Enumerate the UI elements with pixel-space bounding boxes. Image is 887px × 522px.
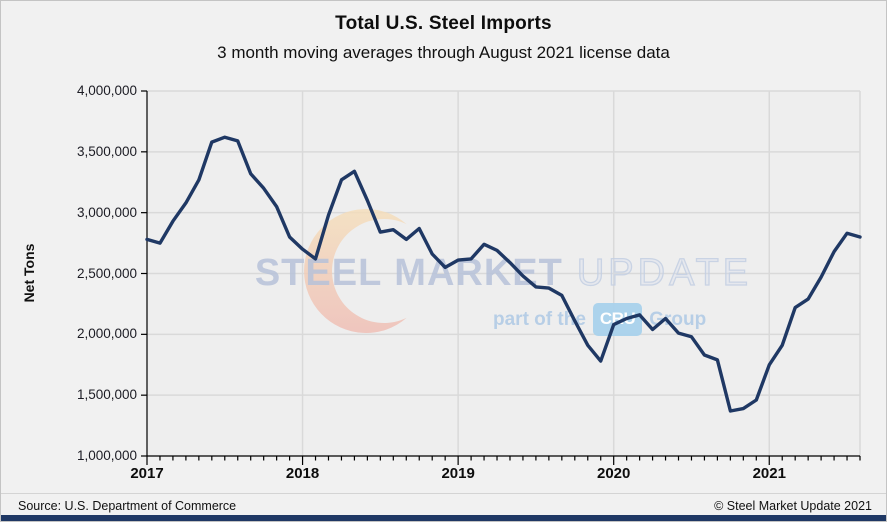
x-year-label: 2018	[285, 465, 320, 482]
chart-title: Total U.S. Steel Imports	[335, 13, 552, 34]
y-tick-label: 4,000,000	[76, 83, 137, 98]
bottom-accent-bar	[1, 515, 886, 521]
y-tick-label: 1,500,000	[76, 387, 137, 403]
watermark-tagline: part of the CRU Group	[493, 303, 706, 336]
watermark-tagline-prefix: part of the	[493, 308, 586, 330]
footer-divider	[1, 493, 886, 494]
watermark-word-steel: STEEL	[254, 252, 383, 294]
y-tick-label: 1,000,000	[76, 448, 137, 463]
y-tick-label: 2,000,000	[76, 326, 137, 342]
x-year-label: 2019	[441, 465, 475, 482]
x-year-label: 2017	[130, 465, 164, 482]
chart-subtitle: 3 month moving averages through August 2…	[217, 43, 670, 62]
watermark-logo: STEEL MARKET UPDATE	[147, 251, 860, 295]
source-text: Source: U.S. Department of Commerce	[18, 499, 237, 513]
imports-series-line	[145, 135, 862, 413]
watermark-word-update: UPDATE	[576, 251, 753, 294]
watermark-tagline-suffix: Group	[649, 308, 707, 330]
y-tick-label: 2,500,000	[76, 265, 137, 281]
y-tick-label: 3,000,000	[76, 204, 137, 220]
x-year-label: 2020	[597, 465, 631, 482]
y-tick-label: 3,500,000	[76, 143, 137, 159]
cru-badge: CRU	[592, 303, 643, 336]
watermark-crescent-icon	[304, 209, 407, 333]
copyright-text: © Steel Market Update 2021	[714, 499, 872, 513]
x-year-label: 2021	[752, 465, 786, 482]
